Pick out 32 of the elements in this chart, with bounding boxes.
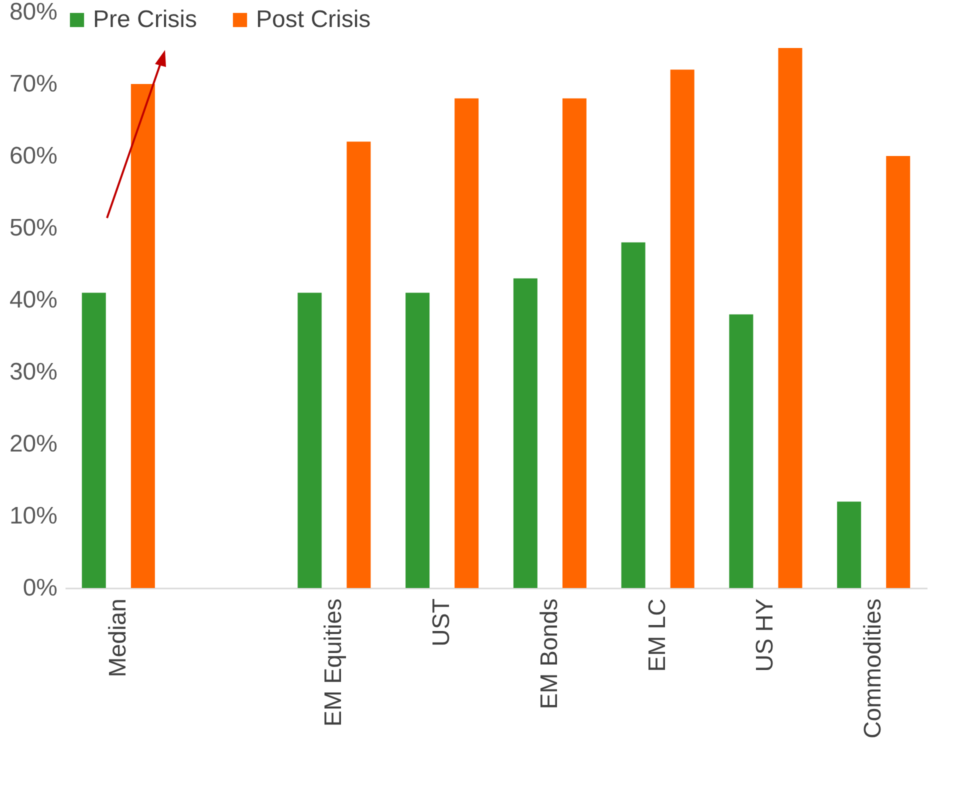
x-tick-label: Commodities <box>860 598 887 739</box>
legend-label: Pre Crisis <box>93 6 198 33</box>
x-tick-label: US HY <box>752 598 779 672</box>
x-tick-label: EM LC <box>644 598 671 672</box>
bar <box>837 502 862 588</box>
x-tick-label: Median <box>104 598 132 678</box>
x-tick-label: EM Bonds <box>536 598 563 710</box>
bar <box>82 292 106 588</box>
bar <box>670 70 694 588</box>
y-tick-label: 50% <box>9 214 58 242</box>
bar <box>886 156 910 588</box>
y-tick-label: 0% <box>22 574 58 602</box>
bar <box>513 278 538 588</box>
y-tick-label: 70% <box>9 70 58 98</box>
x-tick-label: UST <box>428 598 456 646</box>
y-tick-label: 40% <box>9 286 58 314</box>
bar <box>298 292 322 588</box>
legend-label: Post Crisis <box>256 6 371 33</box>
y-tick-label: 80% <box>9 0 58 26</box>
bar <box>621 242 646 588</box>
bar <box>130 84 155 588</box>
y-tick-label: 30% <box>9 358 58 386</box>
bar <box>454 98 479 588</box>
y-tick-label: 10% <box>9 502 58 530</box>
x-tick-label: EM Equities <box>320 598 348 727</box>
bar <box>346 142 371 588</box>
bar <box>729 314 754 588</box>
y-tick-label: 20% <box>9 430 58 458</box>
bar <box>406 292 430 588</box>
bar <box>778 48 802 588</box>
bar <box>562 98 586 588</box>
y-tick-label: 60% <box>9 142 58 170</box>
